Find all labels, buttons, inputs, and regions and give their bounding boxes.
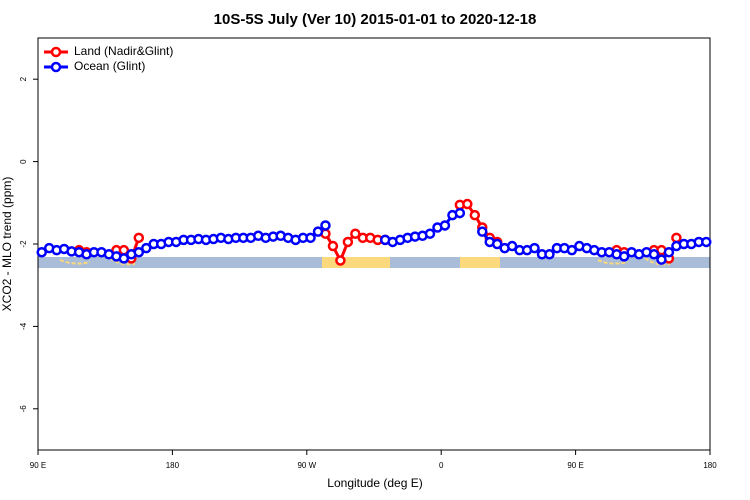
- data-point: [477, 226, 488, 237]
- x-tick-label: 180: [166, 461, 180, 470]
- x-axis-label: Longitude (deg E): [327, 476, 422, 490]
- data-point: [656, 254, 667, 265]
- y-tick-label: 2: [19, 76, 28, 81]
- y-tick-label: -4: [19, 322, 28, 330]
- data-point: [424, 228, 436, 239]
- legend-marker: [50, 61, 62, 73]
- data-point: [133, 246, 145, 258]
- data-point: [618, 251, 630, 262]
- data-point: [491, 238, 503, 250]
- data-point: [312, 226, 324, 237]
- data-point: [342, 236, 354, 248]
- data-point: [462, 198, 473, 210]
- data-point: [118, 253, 130, 264]
- data-point: [506, 240, 518, 252]
- x-tick-label: 90 W: [297, 461, 316, 470]
- data-point: [305, 232, 316, 244]
- data-point: [350, 228, 361, 239]
- y-tick-label: -2: [19, 240, 28, 248]
- y-tick-label: -6: [19, 405, 28, 413]
- data-point: [566, 244, 578, 256]
- data-point: [335, 255, 346, 266]
- data-point: [320, 220, 331, 231]
- data-point: [133, 232, 145, 244]
- data-point: [648, 249, 660, 260]
- legend-label: Ocean (Glint): [74, 59, 145, 73]
- data-point: [36, 246, 47, 258]
- y-axis-label: XCO2 - MLO trend (ppm): [0, 177, 14, 312]
- map-strip: [38, 257, 710, 268]
- x-tick-label: 90 E: [567, 461, 583, 470]
- legend-label: Land (Nadir&Glint): [74, 44, 173, 58]
- chart-title: 10S-5S July (Ver 10) 2015-01-01 to 2020-…: [214, 11, 537, 28]
- land-patch: [322, 257, 390, 268]
- data-point: [141, 242, 152, 254]
- data-point: [529, 242, 540, 254]
- x-tick-label: 0: [439, 461, 444, 470]
- data-point: [671, 232, 682, 244]
- x-tick-label: 90 E: [30, 461, 46, 470]
- land-patch: [460, 257, 500, 268]
- data-point: [454, 207, 466, 219]
- data-point: [701, 236, 712, 248]
- data-point: [544, 249, 555, 260]
- x-tick-label: 180: [703, 461, 717, 470]
- data-point: [663, 246, 675, 258]
- data-point: [327, 240, 339, 252]
- data-point: [469, 209, 481, 221]
- y-tick-label: 0: [19, 159, 28, 164]
- legend-marker: [50, 46, 62, 58]
- data-point: [439, 220, 451, 231]
- island-outline: [59, 257, 671, 266]
